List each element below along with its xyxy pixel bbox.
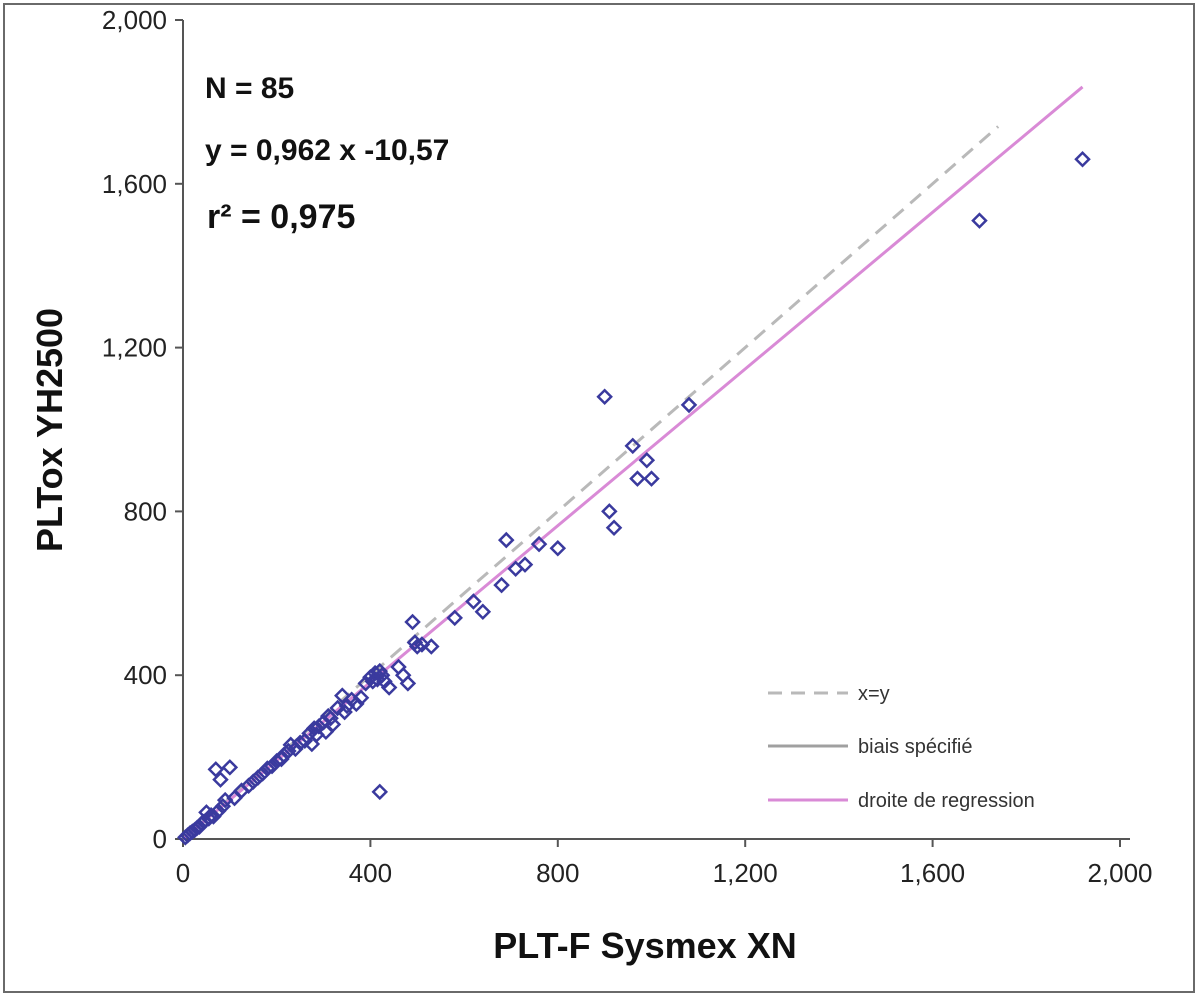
data-point bbox=[530, 535, 548, 553]
y-tick-label: 2,000 bbox=[102, 5, 167, 35]
data-point bbox=[221, 759, 239, 776]
data-point bbox=[1074, 150, 1091, 168]
data-point bbox=[971, 212, 988, 229]
chart-frame bbox=[3, 3, 1195, 993]
legend-label-bias: biais spécifié bbox=[858, 736, 973, 758]
x-tick-label: 0 bbox=[176, 858, 190, 888]
y-tick-label: 1,600 bbox=[102, 169, 167, 199]
legend-label-identity: x=y bbox=[858, 683, 890, 705]
data-point bbox=[291, 734, 309, 752]
data-point bbox=[373, 666, 391, 684]
data-point bbox=[596, 388, 613, 406]
data-point bbox=[629, 470, 646, 487]
data-point bbox=[357, 675, 374, 692]
x-tick-label: 1,600 bbox=[900, 858, 965, 888]
data-points bbox=[177, 150, 1091, 846]
data-point bbox=[322, 709, 339, 727]
data-point bbox=[497, 531, 515, 549]
y-axis-title: PLTox YH2500 bbox=[29, 308, 70, 552]
data-point bbox=[209, 802, 227, 820]
y-tick-label: 400 bbox=[124, 660, 167, 690]
data-point bbox=[263, 757, 281, 775]
data-point bbox=[245, 773, 262, 790]
data-point bbox=[408, 638, 426, 655]
data-point bbox=[601, 503, 618, 520]
data-point bbox=[643, 470, 660, 487]
data-point bbox=[446, 609, 463, 627]
y-ticks: 0 400 800 1,200 1,600 2,000 bbox=[102, 5, 183, 854]
annotation-n: N = 85 bbox=[205, 72, 294, 105]
data-point bbox=[680, 396, 698, 414]
data-point bbox=[334, 687, 351, 704]
y-tick-label: 0 bbox=[153, 824, 167, 854]
x-tick-label: 400 bbox=[349, 858, 392, 888]
data-point bbox=[305, 720, 323, 737]
data-point bbox=[212, 771, 229, 788]
data-point bbox=[205, 808, 222, 825]
x-tick-label: 800 bbox=[536, 858, 579, 888]
data-point bbox=[249, 769, 267, 786]
y-tick-label: 800 bbox=[124, 496, 167, 526]
axes bbox=[182, 20, 1130, 840]
data-point bbox=[352, 689, 370, 706]
data-point bbox=[474, 603, 492, 620]
data-point bbox=[240, 777, 257, 795]
x-tick-label: 2,000 bbox=[1087, 858, 1152, 888]
data-point bbox=[516, 556, 534, 573]
data-point bbox=[324, 716, 342, 733]
data-point bbox=[275, 746, 292, 764]
data-point bbox=[371, 783, 389, 801]
data-point bbox=[493, 576, 510, 594]
identity-line bbox=[182, 125, 1000, 841]
data-point bbox=[259, 760, 276, 777]
data-point bbox=[380, 679, 398, 696]
data-point bbox=[605, 519, 623, 537]
annotation-r2: r² = 0,975 bbox=[207, 198, 355, 236]
legend: x=y biais spécifié droite de regression bbox=[768, 683, 1035, 812]
data-point bbox=[273, 750, 290, 768]
data-point bbox=[423, 638, 440, 655]
data-point bbox=[287, 740, 304, 758]
data-point bbox=[399, 675, 417, 692]
x-axis-title: PLT-F Sysmex XN bbox=[493, 925, 796, 966]
data-point bbox=[624, 437, 642, 455]
y-tick-label: 1,200 bbox=[102, 333, 167, 363]
annotation-equation: y = 0,962 x -10,57 bbox=[205, 134, 449, 167]
data-point bbox=[348, 695, 365, 713]
x-tick-label: 1,200 bbox=[713, 858, 778, 888]
data-point bbox=[254, 765, 271, 782]
data-point bbox=[465, 593, 482, 610]
data-point bbox=[638, 451, 656, 469]
legend-label-regression: droite de regression bbox=[858, 790, 1035, 812]
data-point bbox=[413, 636, 431, 653]
data-point bbox=[394, 666, 412, 684]
data-point bbox=[404, 613, 421, 631]
data-point bbox=[549, 539, 567, 557]
x-ticks: 0 400 800 1,200 1,600 2,000 bbox=[176, 839, 1153, 888]
data-point bbox=[207, 761, 225, 778]
